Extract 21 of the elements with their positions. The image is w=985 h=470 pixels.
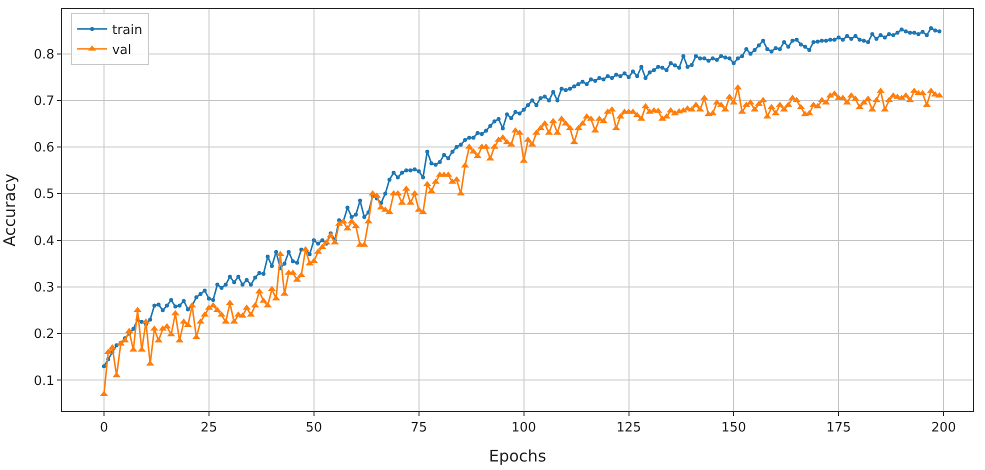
x-tick-label: 125 [616, 420, 642, 436]
y-tick-label: 0.6 [34, 140, 54, 156]
x-tick-label: 50 [306, 420, 322, 436]
y-axis-title: Accuracy [0, 173, 19, 247]
x-tick-label: 0 [100, 420, 108, 436]
y-tick-label: 0.5 [34, 187, 54, 202]
y-tick-label: 0.1 [34, 374, 54, 389]
legend-label: train [112, 23, 142, 38]
y-tick-label: 0.3 [34, 280, 54, 296]
x-tick-label: 200 [931, 420, 956, 436]
y-tick-label: 0.4 [34, 234, 54, 249]
y-tick-label: 0.8 [34, 47, 54, 62]
y-tick-label: 0.7 [34, 94, 54, 109]
x-tick-label: 25 [200, 420, 218, 436]
x-tick-label: 75 [410, 420, 428, 436]
x-tick-label: 175 [826, 420, 852, 436]
x-tick-label: 150 [721, 420, 746, 436]
y-tick-label: 0.2 [34, 327, 54, 342]
x-axis-title: Epochs [488, 446, 546, 466]
x-tick-label: 100 [511, 420, 536, 436]
legend-label: val [112, 42, 132, 58]
